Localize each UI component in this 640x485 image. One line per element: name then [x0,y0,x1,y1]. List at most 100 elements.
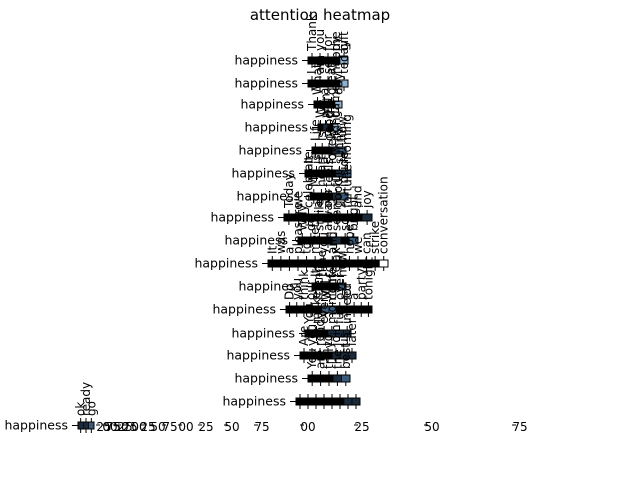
panel-frame [317,123,339,132]
column-label: and [325,231,339,254]
row-label: happiness [194,256,258,271]
column-label: Today [282,173,296,209]
column-label: You [302,303,316,325]
column-label: time [315,250,329,277]
column-label: think [297,270,311,300]
heatmap-cell [285,305,294,314]
column-label: meet [308,223,322,254]
heatmap-cell [307,374,317,383]
panel-frame [311,146,347,155]
column-label: right [329,113,343,141]
column-label: go [84,401,98,416]
column-label: It [265,245,279,254]
column-label: later [345,318,359,346]
column-label: so [321,60,335,74]
column-label: We [314,99,328,118]
heatmap-cell [284,259,295,268]
panel-frame [267,259,389,268]
heatmap-panel: happinessItwasapleasuretomeetyouandIhope… [194,176,391,271]
column-label: moment [325,273,339,324]
panel-frame [307,374,351,383]
column-label: you [313,29,327,51]
column-label: make [310,291,324,324]
column-label: conversation [377,176,391,254]
column-label: you [317,232,331,254]
column-label: are [314,350,328,369]
heatmap-cell [351,397,361,406]
column-label: relax [329,247,343,277]
heatmap-cell [267,259,277,268]
column-label: sunny [333,128,347,164]
heatmap-cell [327,397,337,406]
panel-frame [299,351,357,360]
column-label: was [274,231,288,254]
heatmap-cell [77,421,84,430]
bottom-tick-label: 00 [300,420,315,434]
column-label: heart [314,155,328,187]
column-label: It [302,155,316,164]
column-label: Do [283,283,297,300]
column-label: ok [74,402,88,416]
bottom-tick-label: 25 [140,420,155,434]
heatmap-cell [311,397,321,406]
column-label: inside [337,151,351,187]
column-label: you [305,324,319,346]
column-label: strike [368,221,382,254]
column-label: Why [295,204,309,231]
heatmap-panel: happinessTodaywecelebrateallourgoodfortu… [210,151,374,225]
column-label: a [317,157,331,164]
column-label: Life [308,119,322,141]
row-label: happiness [236,189,300,204]
panel-frame [304,329,352,338]
bottom-tick-label: 75 [254,420,269,434]
heatmap-cell [293,259,303,268]
heatmap-cell [83,421,89,430]
panel-frame [283,213,373,222]
row-label: happiness [231,166,295,181]
bottom-tick-label: 75 [105,420,120,434]
heatmap-cell [357,305,366,314]
column-label: the [324,98,338,118]
bottom-tick-label: 25 [354,420,369,434]
column-label: morning [340,114,354,164]
column-label: celebrate [301,151,315,208]
column-label: join [329,324,343,347]
bottom-tick-label: 50 [424,420,439,434]
column-label: good [322,111,336,141]
chart-title: attention heatmap [249,6,391,24]
bottom-tick-label: 25 [198,420,213,434]
column-label: is [310,154,324,164]
heatmap-cell [276,259,286,268]
bottom-tick-label: 50 [113,420,128,434]
panel-frame [295,397,361,406]
bottom-tick-label: 50 [150,420,165,434]
column-label: full [330,169,344,188]
column-label: and [350,185,364,208]
panel-frame [307,56,349,65]
bottom-tick-label: 00 [102,420,117,434]
column-label: our [304,280,318,300]
column-label: fun [333,305,347,324]
column-label: happy [329,37,343,74]
row-label: happiness [238,279,302,294]
row-label: happiness [234,371,298,386]
column-label: pleasure [291,202,305,254]
column-label: smiles [312,193,326,231]
column-label: do [304,216,318,231]
column-label: am [313,55,327,74]
heatmap-cell [335,397,345,406]
bottom-tick-label: 50 [224,420,239,434]
column-label: a [282,247,296,254]
heatmap-cell [292,305,301,314]
column-label: I [305,70,319,74]
bottom-tick-label: 25 [96,420,111,434]
row-label: happiness [222,394,286,409]
column-label: you [290,278,304,300]
column-label: lovely [325,128,339,164]
